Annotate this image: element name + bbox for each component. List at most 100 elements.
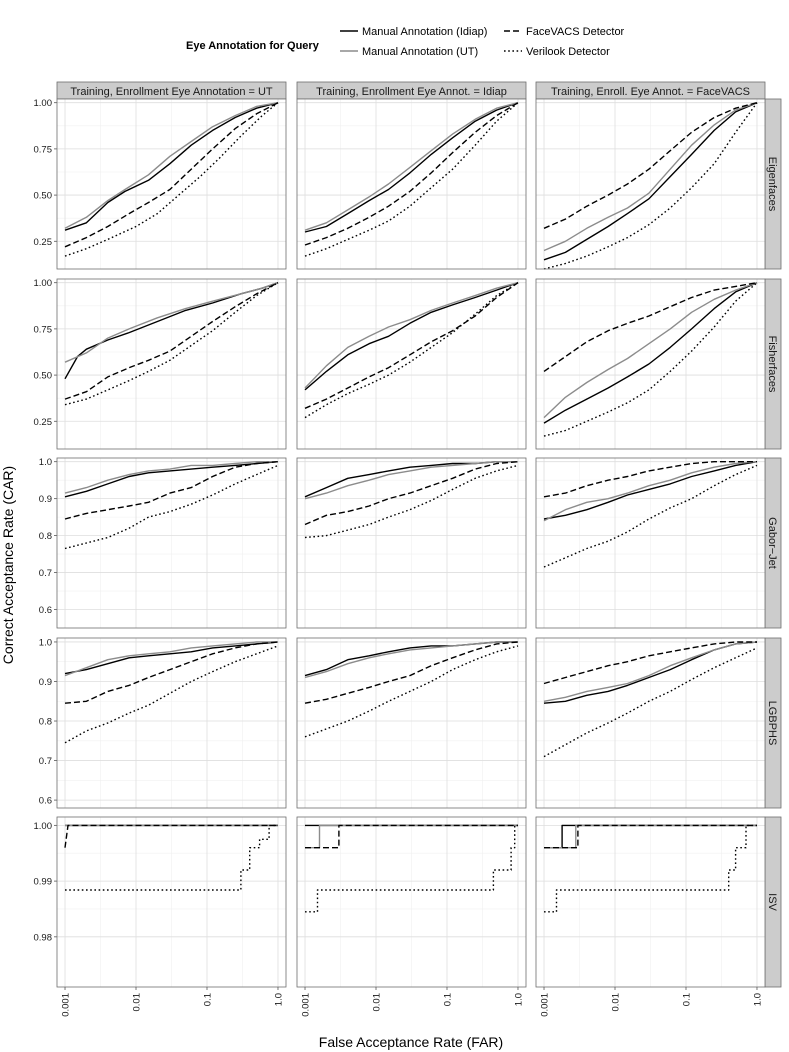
y-tick-label: 1.0 — [39, 637, 52, 648]
facet-grid: Training, Enrollment Eye Annotation = UT… — [34, 81, 782, 1017]
series-line-verilook — [64, 282, 279, 406]
series-line-idiap — [304, 102, 519, 233]
series-line-verilook — [304, 645, 519, 738]
series-line-ut — [543, 102, 758, 252]
panel-border — [535, 98, 766, 270]
series-line-ut — [304, 461, 518, 500]
series-line-idiap — [64, 641, 279, 675]
panel-border — [56, 98, 287, 270]
series-line-verilook — [64, 102, 279, 257]
panel-border — [535, 816, 766, 988]
series-line-facevacs — [304, 282, 519, 409]
series-line-facevacs — [64, 102, 279, 248]
row-strip-label-2: Gabor−Jet — [766, 517, 778, 569]
y-tick-label: 1.00 — [34, 278, 53, 289]
x-axis-title: False Acceptance Rate (FAR) — [319, 1034, 503, 1050]
series-line-facevacs — [543, 641, 757, 685]
x-tick-label: 0.01 — [372, 993, 383, 1012]
panel-r1-c1 — [296, 278, 527, 450]
y-tick-label: 0.99 — [34, 877, 53, 888]
series-line-ut — [64, 102, 279, 229]
y-tick-label: 0.25 — [34, 237, 53, 248]
panel-border — [535, 457, 766, 629]
legend-title: Eye Annotation for Query — [186, 40, 320, 52]
series-line-idiap — [543, 461, 758, 520]
series-line-facevacs — [544, 824, 757, 849]
panel-r3-c2 — [535, 637, 766, 809]
x-tick-label: 1.0 — [752, 993, 763, 1006]
legend-label-verilook: Verilook Detector — [526, 46, 610, 58]
series-line-idiap — [64, 102, 279, 231]
y-tick-label: 0.75 — [34, 144, 53, 155]
column-strip-label-2: Training, Enroll. Eye Annot. = FaceVACS — [551, 86, 750, 98]
y-tick-label: 0.6 — [39, 605, 52, 616]
x-tick-label: 0.1 — [442, 993, 453, 1006]
y-tick-label: 1.0 — [39, 457, 52, 468]
series-line-ut — [543, 641, 758, 702]
y-tick-label: 0.50 — [34, 191, 53, 202]
panel-border — [296, 98, 527, 270]
series-line-facevacs — [64, 461, 279, 520]
panel-border — [56, 457, 287, 629]
series-line-verilook — [304, 282, 519, 419]
series-line-verilook — [544, 824, 757, 913]
y-axis-title: Correct Acceptance Rate (CAR) — [0, 466, 16, 664]
panel-r3-c0 — [56, 637, 287, 809]
series-line-ut — [64, 461, 278, 494]
row-strip-label-1: Fisherfaces — [766, 336, 778, 393]
series-line-idiap — [543, 282, 758, 424]
x-tick-label: 0.1 — [202, 993, 213, 1006]
series-line-facevacs — [304, 641, 519, 704]
panel-r4-c0 — [56, 816, 287, 988]
x-tick-label: 0.001 — [301, 993, 312, 1017]
panel-r2-c2 — [535, 457, 766, 629]
panel-r0-c2 — [535, 98, 766, 270]
series-line-ut — [543, 282, 758, 419]
series-line-facevacs — [64, 641, 279, 704]
series-line-verilook — [304, 102, 519, 257]
panel-border — [296, 637, 527, 809]
x-tick-label: 1.0 — [513, 993, 524, 1006]
series-line-verilook — [543, 464, 758, 568]
panel-border — [56, 637, 287, 809]
chart-legend: Eye Annotation for Query Manual Annotati… — [186, 26, 625, 58]
series-line-facevacs — [304, 102, 519, 246]
y-tick-label: 1.00 — [34, 98, 53, 109]
y-tick-label: 1.00 — [34, 821, 53, 832]
panel-r2-c0 — [56, 457, 287, 629]
series-line-ut — [304, 282, 519, 389]
series-line-ut — [64, 641, 278, 677]
y-tick-label: 0.8 — [39, 531, 52, 542]
row-strip-label-3: LGBPHS — [766, 701, 778, 746]
legend-label-facevacs: FaceVACS Detector — [526, 26, 625, 38]
series-line-verilook — [65, 824, 278, 891]
series-line-facevacs — [543, 461, 757, 498]
series-line-facevacs — [305, 824, 518, 849]
panel-border — [56, 816, 287, 988]
series-line-facevacs — [304, 461, 519, 526]
panel-border — [56, 278, 287, 450]
panel-border — [535, 637, 766, 809]
legend-label-idiap: Manual Annotation (Idiap) — [362, 26, 487, 38]
y-tick-label: 0.7 — [39, 756, 52, 767]
y-tick-label: 0.75 — [34, 324, 53, 335]
panel-border — [296, 278, 527, 450]
series-line-idiap — [304, 282, 519, 391]
row-strip-label-0: Eigenfaces — [766, 157, 778, 212]
series-line-facevacs — [543, 282, 758, 372]
panel-border — [296, 816, 527, 988]
series-line-ut — [304, 102, 519, 231]
x-tick-label: 0.001 — [61, 993, 72, 1017]
y-tick-label: 0.98 — [34, 932, 53, 943]
panel-r0-c0 — [56, 98, 287, 270]
legend-label-ut: Manual Annotation (UT) — [362, 46, 478, 58]
x-tick-label: 1.0 — [273, 993, 284, 1006]
panel-r3-c1 — [296, 637, 527, 809]
x-tick-label: 0.1 — [681, 993, 692, 1006]
panel-r4-c2 — [535, 816, 766, 988]
y-tick-label: 0.25 — [34, 417, 53, 428]
series-line-ut — [304, 641, 518, 679]
series-line-idiap — [543, 102, 758, 261]
panel-border — [535, 278, 766, 450]
